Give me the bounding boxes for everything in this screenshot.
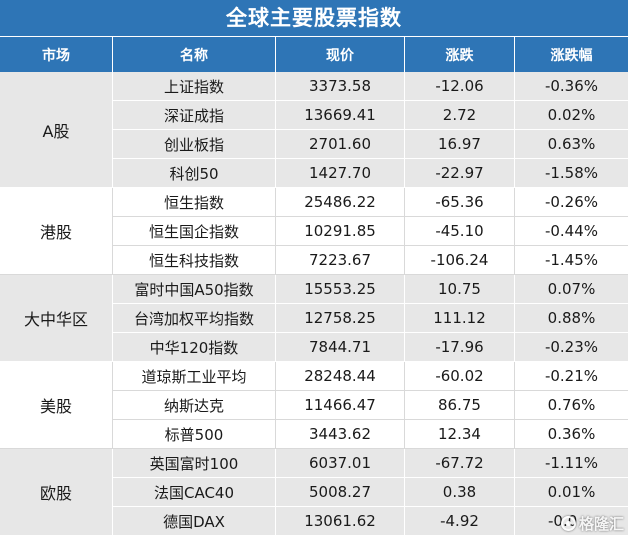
change-cell: 12.34 [405,420,515,449]
change-pct-cell: -1.58% [515,159,628,188]
watermark-text: 格隆汇 [578,515,624,533]
change-cell: -67.72 [405,449,515,478]
change-cell: 111.12 [405,304,515,333]
index-name-cell: 恒生科技指数 [113,246,276,275]
header-change: 涨跌 [405,37,515,72]
index-name-cell: 中华120指数 [113,333,276,362]
current-price-cell: 25486.22 [276,188,405,217]
index-name-cell: 纳斯达克 [113,391,276,420]
change-cell: -4.92 [405,507,515,536]
change-cell: -22.97 [405,159,515,188]
index-name-cell: 道琼斯工业平均 [113,362,276,391]
current-price-cell: 6037.01 [276,449,405,478]
change-cell: 2.72 [405,101,515,130]
change-pct-cell: -0.36% [515,72,628,101]
change-cell: -17.96 [405,333,515,362]
current-price-cell: 3443.62 [276,420,405,449]
change-cell: -45.10 [405,217,515,246]
index-name-cell: 富时中国A50指数 [113,275,276,304]
change-pct-cell: -0.26% [515,188,628,217]
index-name-cell: 深证成指 [113,101,276,130]
index-name-cell: 科创50 [113,159,276,188]
table-body: A股 上证指数 3373.58 -12.06 -0.36% 深证成指 13669… [0,72,628,536]
index-name-cell: 德国DAX [113,507,276,536]
current-price-cell: 15553.25 [276,275,405,304]
change-cell: 16.97 [405,130,515,159]
current-price-cell: 1427.70 [276,159,405,188]
index-name-cell: 恒生国企指数 [113,217,276,246]
index-name-cell: 恒生指数 [113,188,276,217]
table-title: 全球主要股票指数 [0,0,628,36]
index-name-cell: 标普500 [113,420,276,449]
index-name-cell: 上证指数 [113,72,276,101]
header-change-pct: 涨跌幅 [550,47,593,64]
index-name-cell: 法国CAC40 [113,478,276,507]
market-cell-us-shares: 美股 [0,362,113,449]
change-cell: -60.02 [405,362,515,391]
header-name: 名称 [113,37,276,72]
change-pct-cell: 0.01% [515,478,628,507]
index-name-cell: 创业板指 [113,130,276,159]
current-price-cell: 12758.25 [276,304,405,333]
table-header: 市场 名称 现价 涨跌 涨跌幅 [0,36,628,72]
change-pct-cell: 0.76% [515,391,628,420]
current-price-cell: 3373.58 [276,72,405,101]
header-price: 现价 [276,37,405,72]
header-market: 市场 [0,37,113,72]
current-price-cell: 13669.41 [276,101,405,130]
market-cell-eu-shares: 欧股 [0,449,113,536]
change-cell: 86.75 [405,391,515,420]
change-pct-cell: 0.88% [515,304,628,333]
watermark-logo: 格隆汇 [560,513,624,534]
current-price-cell: 5008.27 [276,478,405,507]
index-name-cell: 台湾加权平均指数 [113,304,276,333]
change-pct-cell: 0.02% [515,101,628,130]
current-price-cell: 7844.71 [276,333,405,362]
change-pct-cell: -0.23% [515,333,628,362]
change-cell: -106.24 [405,246,515,275]
market-cell-hk-shares: 港股 [0,188,113,275]
change-cell: -12.06 [405,72,515,101]
current-price-cell: 10291.85 [276,217,405,246]
change-pct-cell: -0.44% [515,217,628,246]
market-cell-a-shares: A股 [0,72,113,188]
change-cell: 10.75 [405,275,515,304]
gelonghui-logo-icon [560,516,576,531]
current-price-cell: 28248.44 [276,362,405,391]
change-pct-cell: 0.36% [515,420,628,449]
index-name-cell: 英国富时100 [113,449,276,478]
change-pct-cell: 0.63% [515,130,628,159]
current-price-cell: 13061.62 [276,507,405,536]
current-price-cell: 11466.47 [276,391,405,420]
change-pct-cell: -0.21% [515,362,628,391]
current-price-cell: 2701.60 [276,130,405,159]
change-pct-cell: -1.45% [515,246,628,275]
change-cell: -65.36 [405,188,515,217]
change-cell: 0.38 [405,478,515,507]
market-cell-greater-china: 大中华区 [0,275,113,362]
change-pct-cell: 0.07% [515,275,628,304]
change-pct-cell: -1.11% [515,449,628,478]
current-price-cell: 7223.67 [276,246,405,275]
